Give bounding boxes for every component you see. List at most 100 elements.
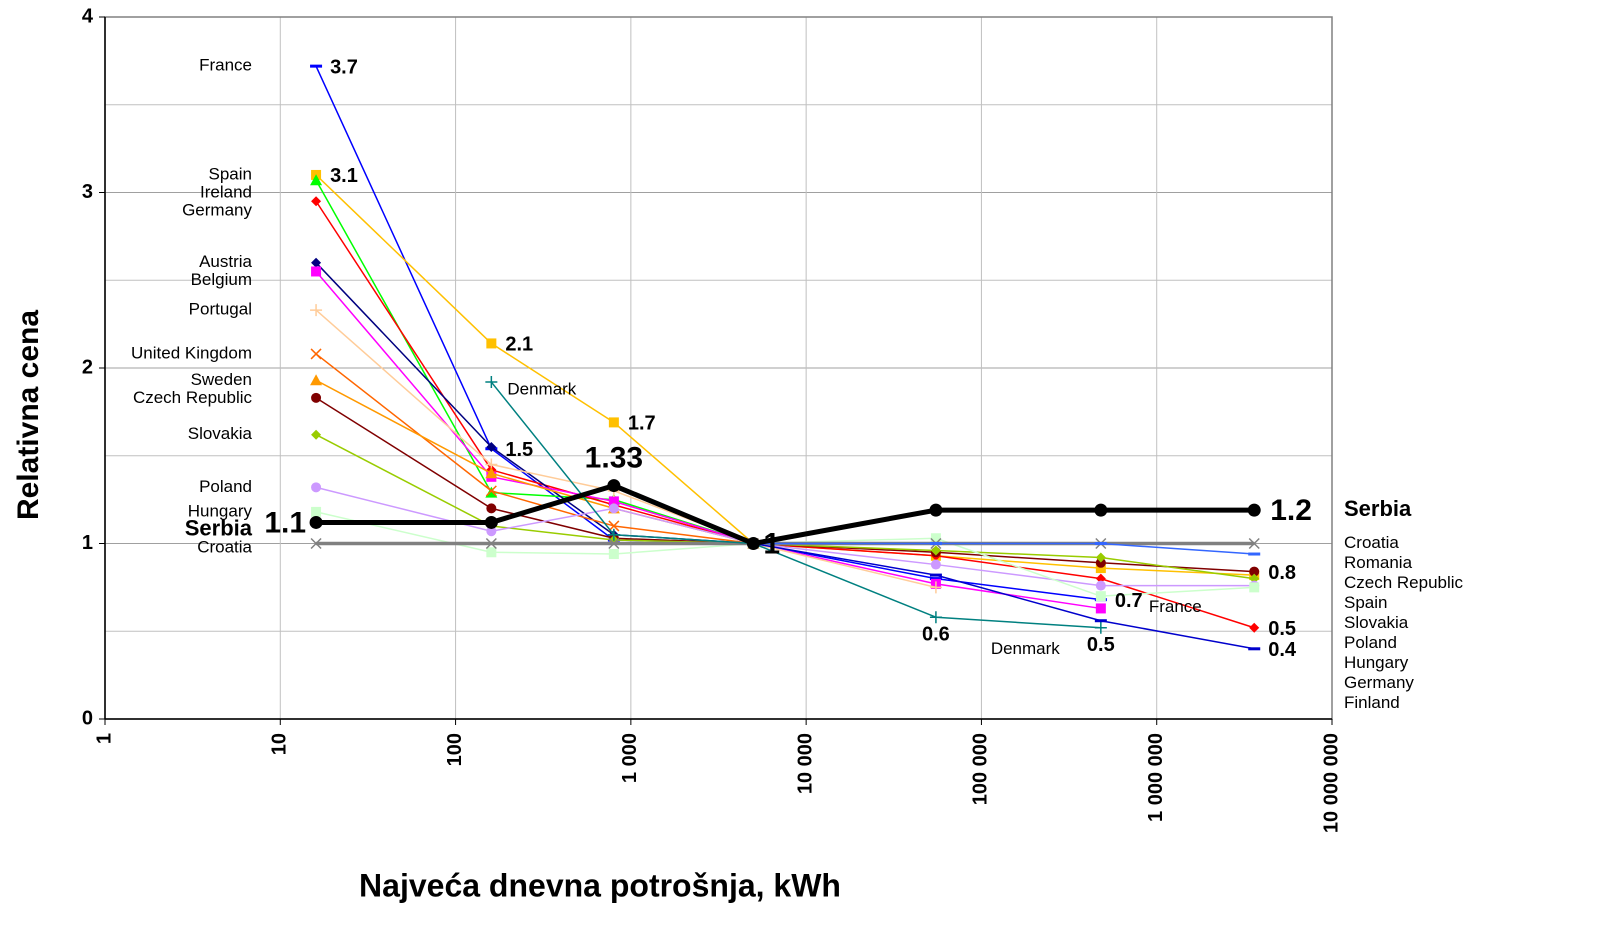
data-label: 0.4	[1268, 639, 1297, 661]
data-label: 0.6	[922, 623, 950, 645]
x-axis-label: Najveća dnevna potrošnja, kWh	[359, 867, 841, 903]
x-tick-label: 100	[444, 733, 466, 766]
data-label: 3.7	[330, 56, 358, 78]
marker	[608, 503, 619, 514]
data-label: 0.5	[1268, 618, 1296, 640]
marker	[930, 559, 941, 570]
series-label: Slovakia	[188, 424, 253, 443]
data-label: 0.8	[1268, 562, 1296, 584]
y-tick-label: 1	[82, 532, 93, 554]
marker	[486, 338, 497, 349]
marker	[607, 528, 620, 541]
series-label: Spain	[1344, 593, 1387, 612]
data-label: 1.1	[264, 506, 306, 539]
marker	[485, 467, 498, 479]
marker	[929, 573, 942, 577]
marker	[484, 515, 498, 529]
series-label: Croatia	[1344, 533, 1399, 552]
marker	[310, 537, 322, 550]
series-label: Serbia	[185, 516, 253, 541]
x-tick-label: 10 000 000	[1320, 733, 1342, 833]
series-label: Denmark	[507, 380, 576, 399]
marker	[486, 441, 497, 452]
series-label: Slovakia	[1344, 613, 1409, 632]
series-label: Romania	[1344, 553, 1413, 572]
series-line	[315, 262, 754, 545]
marker	[486, 503, 497, 514]
marker	[1094, 621, 1107, 634]
data-label: 2.1	[505, 334, 533, 356]
x-tick-label: 1 000	[619, 733, 641, 783]
marker	[311, 392, 322, 403]
marker	[311, 196, 322, 207]
data-label: 0.5	[1087, 634, 1115, 656]
series-label: Czech Republic	[133, 388, 253, 407]
series-line	[315, 397, 1255, 573]
y-tick-label: 3	[82, 181, 93, 203]
series-line	[316, 483, 1255, 546]
series-line	[315, 270, 1101, 610]
y-axis-label: Relativna cena	[12, 310, 45, 520]
x-tick-label: 1 000 000	[1145, 733, 1167, 822]
marker	[930, 533, 941, 544]
marker	[1248, 647, 1261, 651]
series-label: Hungary	[1344, 653, 1409, 672]
marker	[929, 542, 942, 545]
marker	[1095, 563, 1106, 574]
marker	[746, 537, 760, 550]
series-label: Denmark	[991, 639, 1060, 658]
series-label: United Kingdom	[131, 343, 252, 362]
series-label: Germany	[1344, 673, 1414, 692]
marker	[311, 506, 322, 517]
marker	[1094, 503, 1108, 517]
x-tick-label: 10 000	[794, 733, 816, 794]
x-tick-label: 10	[269, 733, 291, 755]
marker	[1095, 591, 1106, 602]
marker	[310, 304, 323, 317]
marker	[608, 549, 619, 560]
data-label: 1	[763, 527, 780, 560]
marker	[1249, 582, 1260, 593]
marker	[486, 547, 497, 558]
series-label: Germany	[182, 200, 252, 219]
series-label: France	[1149, 597, 1202, 616]
marker	[607, 479, 621, 493]
marker	[311, 482, 322, 493]
data-label: 1.33	[585, 442, 643, 475]
series-label: Hungary	[188, 501, 253, 520]
y-tick-label: 4	[82, 5, 94, 27]
marker	[310, 64, 323, 68]
marker	[1095, 557, 1106, 568]
series-label: Czech Republic	[1344, 573, 1464, 592]
data-label: 3.1	[330, 165, 358, 187]
marker	[608, 496, 619, 507]
marker	[1095, 580, 1106, 591]
marker	[929, 581, 942, 594]
series-line	[490, 381, 1101, 629]
series-label: Spain	[209, 164, 252, 183]
series-line	[315, 65, 1101, 601]
x-tick-label: 100 000	[970, 733, 992, 805]
marker	[310, 374, 323, 386]
marker	[1249, 573, 1260, 584]
series-line	[315, 179, 754, 545]
y-tick-label: 0	[82, 707, 93, 729]
marker	[1249, 566, 1260, 577]
marker	[930, 545, 941, 556]
marker	[485, 376, 498, 389]
series-line	[315, 353, 754, 545]
marker	[929, 503, 943, 517]
data-label: 1.2	[1270, 494, 1312, 527]
marker	[1248, 537, 1260, 550]
marker	[311, 266, 322, 277]
marker	[485, 485, 497, 497]
series-label: France	[199, 56, 252, 75]
marker	[608, 417, 619, 428]
series-line	[753, 542, 1255, 555]
x-tick-label: 1	[93, 733, 115, 744]
marker	[309, 515, 323, 529]
series-label: Belgium	[191, 270, 252, 289]
series-label: Finland	[1344, 693, 1400, 712]
marker	[929, 611, 942, 624]
